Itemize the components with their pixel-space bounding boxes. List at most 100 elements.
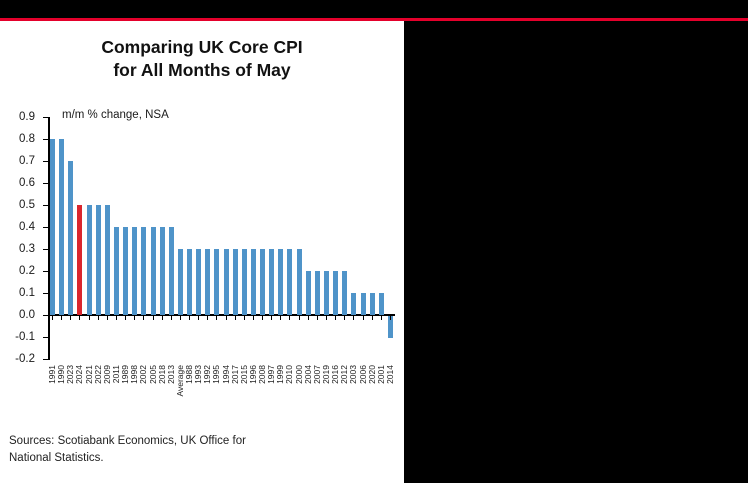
y-axis: 0.9 0.8 0.7 0.6 0.5 0.4 0.3 0.2 0.1 0.0 -0.1 -0.2 — [0, 111, 44, 365]
y-axis-tick — [43, 204, 49, 206]
chart-title-line2: for All Months of May — [113, 60, 291, 80]
bar-2016 — [333, 271, 339, 315]
source-note-line2: National Statistics. — [9, 452, 104, 464]
axis-unit-label: m/m % change, NSA — [62, 109, 169, 121]
x-axis-tick — [316, 316, 318, 320]
x-axis-tick — [97, 316, 99, 320]
zero-baseline — [48, 314, 395, 316]
y-axis-tick — [43, 292, 49, 294]
bar-2000 — [296, 249, 302, 315]
y-axis-tick — [43, 358, 49, 360]
bar-1988 — [187, 249, 193, 315]
chart-title-line1: Comparing UK Core CPI — [101, 37, 303, 57]
x-axis-tick — [389, 316, 391, 320]
bar-2022 — [95, 205, 101, 315]
x-tick-label: 2014 — [384, 365, 395, 384]
y-axis-tick — [43, 138, 49, 140]
bar-1990 — [59, 139, 65, 315]
x-axis-tick — [280, 316, 282, 320]
y-tick-label: 0.0 — [19, 309, 35, 321]
x-axis-tick — [271, 316, 273, 320]
bar-2012 — [342, 271, 348, 315]
bar-2001 — [378, 293, 384, 315]
y-tick-label: 0.8 — [19, 133, 35, 145]
x-axis-tick — [262, 316, 264, 320]
bar-2024 — [77, 205, 83, 315]
bar-2004 — [305, 271, 311, 315]
bar-1989 — [123, 227, 129, 315]
y-axis-tick — [43, 248, 49, 250]
bar-2018 — [159, 227, 165, 315]
x-axis-tick — [198, 316, 200, 320]
x-axis-tick — [298, 316, 300, 320]
y-tick-label: 0.6 — [19, 177, 35, 189]
x-axis-labels: 1991 1990 2023 2024 2021 2022 2009 2011 1989 1998… — [47, 363, 395, 419]
bar-2002 — [141, 227, 147, 315]
bar-2017 — [232, 249, 238, 315]
x-axis-tick — [106, 316, 108, 320]
chart-panel: Comparing UK Core CPI for All Months of … — [0, 21, 404, 483]
bar-2023 — [68, 161, 74, 315]
bar-2020 — [369, 293, 375, 315]
x-axis-tick — [207, 316, 209, 320]
source-note: Sources: Scotiabank Economics, UK Office… — [9, 433, 246, 467]
bar-1991 — [50, 139, 56, 315]
bar-1993 — [196, 249, 202, 315]
x-axis-tick — [152, 316, 154, 320]
bar-2013 — [168, 227, 174, 315]
x-axis-tick — [216, 316, 218, 320]
x-axis-tick — [289, 316, 291, 320]
y-axis-tick — [43, 182, 49, 184]
x-axis-tick — [161, 316, 163, 320]
y-tick-label: 0.5 — [19, 199, 35, 211]
x-axis-tick — [252, 316, 254, 320]
x-axis-tick — [189, 316, 191, 320]
source-note-line1: Sources: Scotiabank Economics, UK Office… — [9, 435, 246, 447]
bar-2006 — [360, 293, 366, 315]
y-axis-tick — [43, 226, 49, 228]
bar-1998 — [132, 227, 138, 315]
y-tick-label: 0.9 — [19, 111, 35, 123]
bar-1995 — [214, 249, 220, 315]
bar-1992 — [205, 249, 211, 315]
y-tick-label: -0.2 — [15, 353, 35, 365]
x-axis-tick — [125, 316, 127, 320]
bar-2019 — [324, 271, 329, 315]
plot-area — [43, 116, 395, 360]
bar-2007 — [314, 271, 320, 315]
y-tick-label: 0.7 — [19, 155, 35, 167]
y-axis-tick — [43, 314, 49, 316]
bar-1996 — [250, 249, 256, 315]
y-tick-label: 0.4 — [19, 221, 35, 233]
bar-2010 — [287, 249, 293, 315]
bar-2003 — [351, 293, 357, 315]
y-axis-tick — [43, 116, 49, 118]
y-tick-label: 0.2 — [19, 265, 35, 277]
x-axis-tick — [134, 316, 136, 320]
header-accent-line — [0, 18, 748, 21]
x-axis-tick — [326, 316, 327, 320]
bar-1997 — [269, 249, 275, 315]
bar-2011 — [113, 227, 119, 315]
x-axis-tick — [52, 316, 54, 320]
bar-2015 — [241, 249, 247, 315]
x-axis-tick — [307, 316, 309, 320]
x-axis-tick — [380, 316, 382, 320]
y-axis-tick — [43, 270, 49, 272]
x-axis-tick — [234, 316, 236, 320]
bar-2021 — [86, 205, 92, 315]
bar-2008 — [260, 249, 266, 315]
bar-1999 — [278, 249, 284, 315]
bar-Average — [177, 249, 183, 315]
x-axis-tick — [115, 316, 117, 320]
bar-2009 — [104, 205, 110, 315]
x-axis-tick — [70, 316, 72, 320]
x-axis-tick — [243, 316, 245, 320]
x-axis-tick — [362, 316, 364, 320]
y-axis-spine — [48, 117, 50, 360]
bar-2014 — [387, 316, 393, 338]
y-tick-label: 0.3 — [19, 243, 35, 255]
y-axis-tick — [43, 336, 49, 338]
x-axis-tick — [143, 316, 145, 320]
